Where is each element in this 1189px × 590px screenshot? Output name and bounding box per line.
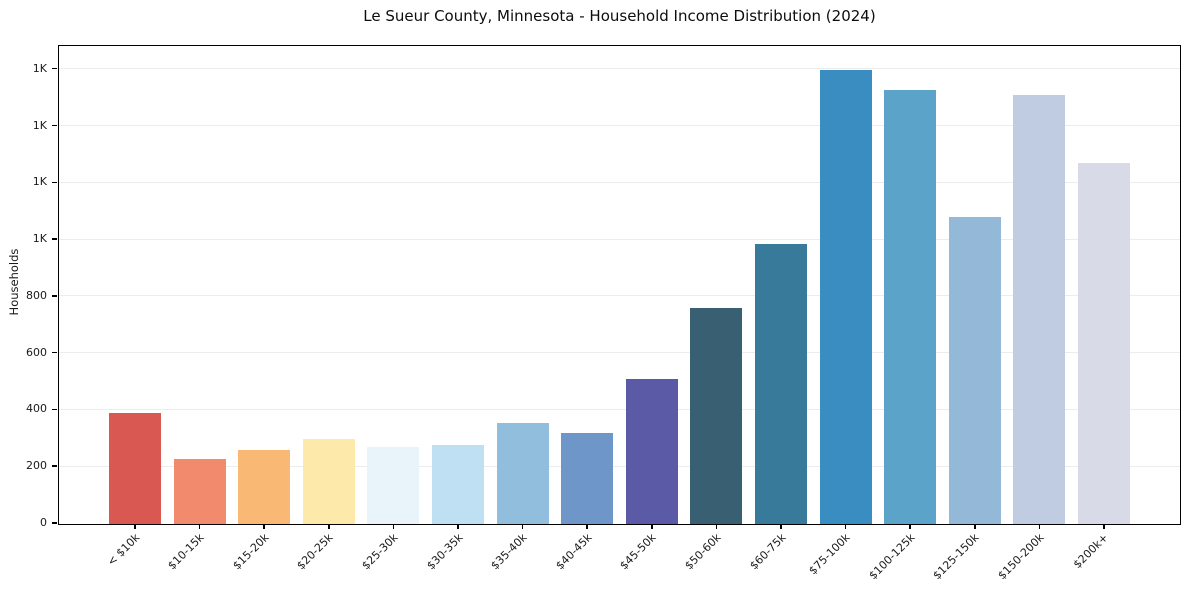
gridline [59,238,1180,240]
y-tick-label: 800 [26,288,47,302]
bar-35-40k [496,423,549,524]
bar-20-25k [302,438,355,524]
x-tick-label: $20-25k [294,531,336,573]
x-tick-mark [651,524,653,529]
x-tick-label: $30-35k [423,531,466,573]
x-tick-mark [1038,524,1041,529]
y-tick-label: 0 [40,516,47,529]
x-tick-label: $40-45k [553,531,595,573]
x-tick-mark [457,524,459,529]
y-tick-label: 600 [26,345,47,359]
x-tick-mark [909,524,911,529]
bar-100-125k [884,89,937,524]
plot-area: 0 200 400 600 800 1K 1K 1K 1K < $10k $10-15k $15-20… [26,45,1181,582]
gridline [59,181,1180,183]
bar-200k [1078,163,1130,524]
bar-150-200k [1013,95,1066,524]
y-tick-label: 1K [32,61,47,75]
x-tick-mark [521,524,524,529]
x-tick-mark [715,524,718,529]
x-tick-mark [1103,524,1105,529]
y-tick-label: 1K [32,232,47,246]
gridline [59,465,1180,467]
x-tick-label: < $10k [104,531,143,569]
x-tick-label: $200k+ [1071,531,1112,572]
y-tick-mark [52,295,57,297]
bar-60-75k [755,244,807,524]
y-tick-label: 200 [26,459,47,473]
bar-45-50k [625,379,678,524]
bar-40-45k [561,433,614,524]
y-tick-mark [52,124,57,127]
gridline [59,125,1180,126]
y-tick-label: 400 [26,402,47,416]
x-tick-label: $60-75k [746,531,789,573]
x-tick-mark [974,524,976,529]
y-tick-mark [52,522,57,524]
bar-10k [109,413,161,524]
bar-50-60k [690,308,743,524]
gridline [59,295,1180,297]
x-tick-mark [134,524,136,529]
gridline [59,352,1180,354]
x-tick-mark [392,524,395,529]
bar-125-150k [948,217,1001,524]
bar-25-30k [367,447,420,524]
gridline [59,408,1180,410]
y-tick-mark [52,351,57,354]
y-tick-mark [52,408,57,411]
x-tick-mark [586,524,588,529]
x-tick-mark [198,524,201,529]
x-tick-label: $15-20k [230,531,272,573]
y-tick-mark [52,465,57,467]
bar-75-100k [819,69,872,524]
y-tick-label: 1K [32,118,47,132]
x-tick-mark [263,524,265,529]
x-tick-label: $45-50k [617,531,659,573]
gridline [59,68,1180,70]
x-tick-mark [780,524,782,529]
x-tick-label: $75-100k [806,531,853,578]
x-tick-mark [328,524,330,529]
bar-15-20k [238,450,291,524]
x-tick-mark [844,524,847,529]
chart-title: Le Sueur County, Minnesota - Household I… [363,7,876,25]
x-tick-label: $35-40k [488,531,530,573]
y-axis-label: Households [7,248,21,316]
y-tick-mark [52,181,57,184]
bar-10-15k [173,458,226,524]
x-tick-label: $25-30k [359,531,401,573]
y-tick-mark [52,67,57,70]
x-tick-label: $150-200k [995,531,1047,583]
x-tick-label: $125-150k [930,531,982,583]
x-tick-label: $100-125k [866,531,918,583]
x-tick-label: $10-15k [165,531,207,573]
y-tick-label: 1K [32,175,47,189]
bar-30-35k [432,444,484,524]
x-tick-label: $50-60k [682,531,724,573]
y-tick-mark [52,238,57,240]
